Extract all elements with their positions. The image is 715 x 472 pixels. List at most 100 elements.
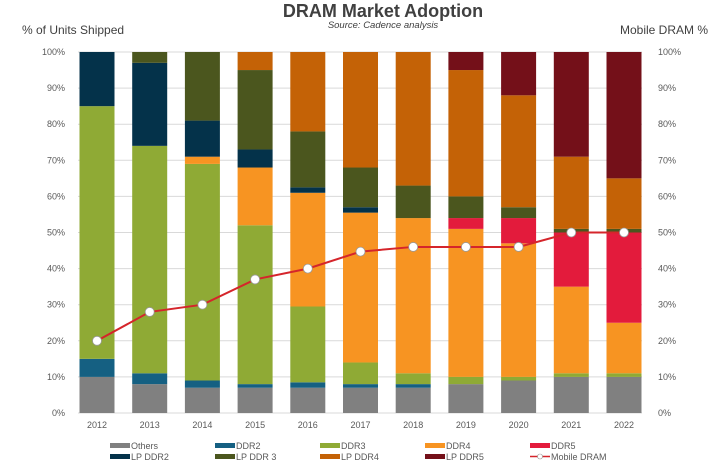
legend-label: LP DDR 3: [236, 452, 276, 462]
mobile-dram-point: [144, 307, 155, 317]
y-tick-label: 50%: [47, 228, 65, 238]
x-tick-label: 2020: [509, 420, 529, 430]
y2-tick-label: 40%: [658, 264, 676, 274]
bar-others: [606, 376, 642, 413]
bar-ddr3: [606, 373, 642, 377]
bar-lp-ddr4: [606, 178, 642, 229]
x-tick-label: 2022: [614, 420, 634, 430]
bar-lp-ddr-3: [290, 131, 326, 188]
y2-axis-label: Mobile DRAM %: [620, 23, 708, 37]
bar-lp-ddr4: [343, 52, 378, 168]
bar-ddr3: [395, 373, 431, 385]
bar-ddr3: [290, 306, 326, 383]
bar-lp-ddr-3: [132, 52, 168, 63]
bar-lp-ddr2: [290, 187, 326, 193]
legend-swatch: [425, 454, 445, 459]
bar-lp-ddr4: [553, 156, 589, 229]
chart-title: DRAM Market Adoption: [283, 1, 483, 21]
bar-lp-ddr4: [395, 52, 431, 186]
legend-label: LP DDR5: [446, 452, 484, 462]
y-tick-label: 60%: [47, 191, 65, 201]
bar-ddr2: [343, 384, 378, 388]
x-tick-label: 2021: [561, 420, 581, 430]
bar-lp-ddr2: [343, 207, 378, 213]
x-tick-label: 2014: [192, 420, 212, 430]
y2-tick-label: 90%: [658, 83, 676, 93]
bar-ddr3: [79, 106, 115, 359]
bar-ddr5: [448, 218, 484, 229]
bar-lp-ddr4: [501, 95, 537, 208]
bar-lp-ddr5: [606, 52, 642, 179]
mobile-dram-point: [92, 335, 102, 346]
y2-tick-label: 100%: [658, 47, 681, 57]
legend-label: Mobile DRAM: [551, 452, 607, 462]
bar-ddr5: [501, 218, 537, 244]
bar-ddr2: [184, 380, 220, 388]
y2-tick-label: 30%: [658, 300, 676, 310]
legend-swatch: [215, 443, 235, 448]
x-tick-label: 2012: [87, 420, 107, 430]
bar-lp-ddr4: [448, 70, 484, 197]
mobile-dram-point: [302, 263, 313, 274]
legend-label: LP DDR2: [131, 452, 169, 462]
bar-others: [237, 387, 273, 413]
mobile-dram-point: [250, 274, 261, 285]
bar-ddr4: [343, 212, 378, 363]
bar-ddr3: [501, 376, 537, 381]
chart-subtitle: Source: Cadence analysis: [328, 20, 439, 31]
bar-ddr2: [79, 358, 115, 377]
y-tick-label: 10%: [47, 372, 65, 382]
y-tick-label: 0%: [52, 408, 65, 418]
bar-lp-ddr2: [184, 120, 220, 157]
bar-ddr2: [132, 373, 168, 385]
y-tick-label: 30%: [47, 300, 65, 310]
bar-ddr2: [237, 384, 273, 388]
y-tick-label: 100%: [42, 47, 65, 57]
bar-lp-ddr4: [290, 52, 326, 132]
mobile-dram-point: [566, 227, 577, 238]
legend-marker: [537, 453, 543, 460]
y-axis-label: % of Units Shipped: [22, 23, 124, 37]
legend-label: Others: [131, 441, 159, 451]
legend-swatch: [320, 454, 340, 459]
legend-label: DDR2: [236, 441, 261, 451]
legend-label: DDR4: [446, 441, 471, 451]
y-tick-label: 70%: [47, 155, 65, 165]
legend-swatch: [425, 443, 445, 448]
bar-ddr2: [395, 384, 431, 388]
mobile-dram-point: [355, 246, 366, 257]
bar-lp-ddr2: [132, 62, 168, 146]
bar-others: [290, 387, 326, 413]
y-tick-label: 80%: [47, 119, 65, 129]
y2-tick-label: 70%: [658, 155, 676, 165]
bar-lp-ddr4: [237, 52, 273, 71]
legend-label: LP DDR4: [341, 452, 379, 462]
bar-others: [395, 387, 431, 413]
bar-others: [448, 384, 484, 413]
y2-tick-label: 60%: [658, 191, 676, 201]
legend-swatch: [110, 443, 130, 448]
bar-ddr4: [501, 243, 537, 377]
legend-swatch: [215, 454, 235, 459]
bar-others: [553, 376, 589, 413]
bar-lp-ddr5: [501, 52, 537, 96]
x-tick-label: 2018: [403, 420, 423, 430]
x-tick-label: 2019: [456, 420, 476, 430]
bar-others: [184, 387, 220, 413]
legend-swatch: [320, 443, 340, 448]
bar-ddr4: [184, 156, 220, 164]
mobile-dram-point: [408, 242, 419, 252]
bar-lp-ddr-3: [343, 167, 378, 208]
bar-lp-ddr-3: [448, 196, 484, 219]
bar-ddr5: [553, 232, 589, 287]
bar-ddr3: [553, 373, 589, 377]
y2-tick-label: 10%: [658, 372, 676, 382]
x-tick-label: 2017: [350, 420, 370, 430]
mobile-dram-point: [619, 227, 629, 238]
x-tick-label: 2013: [140, 420, 160, 430]
bar-lp-ddr-3: [395, 185, 431, 219]
y2-tick-label: 80%: [658, 119, 676, 129]
bar-ddr3: [237, 225, 273, 385]
bar-others: [132, 384, 168, 413]
